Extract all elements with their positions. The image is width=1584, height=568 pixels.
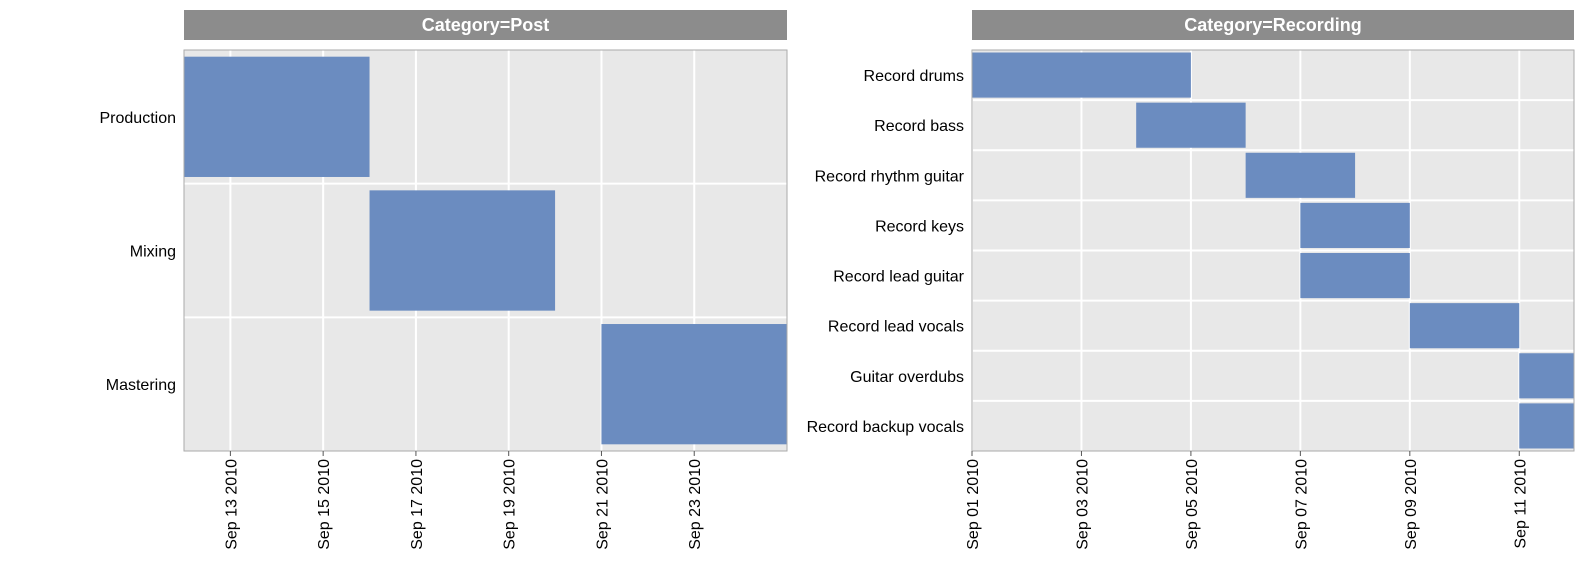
x-tick-label: Sep 03 2010: [1074, 459, 1091, 550]
x-tick-label: Sep 17 2010: [409, 459, 426, 550]
facet-title: Category=Recording: [1184, 15, 1362, 35]
facet-title: Category=Post: [422, 15, 550, 35]
y-tick-label: Record rhythm guitar: [815, 168, 965, 185]
task-bar: [184, 56, 370, 177]
task-bar: [1300, 253, 1410, 299]
x-tick-label: Sep 07 2010: [1293, 459, 1310, 550]
x-tick-label: Sep 11 2010: [1512, 459, 1529, 549]
y-tick-label: Record lead guitar: [833, 269, 964, 286]
facet-strip: [972, 10, 1574, 40]
y-tick-label: Record keys: [875, 218, 964, 235]
x-tick-label: Sep 19 2010: [502, 459, 519, 550]
task-bar: [1300, 202, 1410, 248]
x-tick-label: Sep 05 2010: [1184, 459, 1201, 550]
y-tick-label: Record lead vocals: [828, 319, 964, 336]
x-tick-label: Sep 01 2010: [965, 459, 982, 550]
x-tick-label: Sep 23 2010: [687, 459, 704, 550]
x-tick-label: Sep 21 2010: [594, 459, 611, 550]
task-bar: [972, 52, 1191, 98]
facet-panel: Category=Recording Record drums Record bas…: [807, 10, 1575, 550]
task-bar: [1519, 353, 1574, 399]
task-bar: [601, 324, 787, 445]
x-tick-label: Sep 13 2010: [223, 459, 240, 550]
facet-strip: [184, 10, 787, 40]
y-tick-label: Mastering: [106, 377, 176, 394]
task-bar: [1136, 102, 1246, 148]
task-bar: [1245, 152, 1356, 198]
task-bar: [369, 190, 556, 311]
y-tick-label: Production: [100, 110, 177, 127]
panel-border: [971, 49, 1575, 452]
y-tick-label: Record drums: [864, 68, 964, 85]
y-tick-label: Guitar overdubs: [850, 369, 964, 386]
panel-border: [183, 49, 788, 452]
y-tick-label: Mixing: [130, 244, 176, 261]
facet-panel: Category=Post Production Mixing Mastering Se…: [100, 10, 788, 550]
task-bar: [1519, 403, 1574, 449]
y-tick-label: Record bass: [874, 118, 964, 135]
y-tick-label: Record backup vocals: [807, 419, 964, 436]
task-bar: [1409, 303, 1520, 349]
x-tick-label: Sep 09 2010: [1403, 459, 1420, 550]
x-tick-label: Sep 15 2010: [316, 459, 333, 550]
